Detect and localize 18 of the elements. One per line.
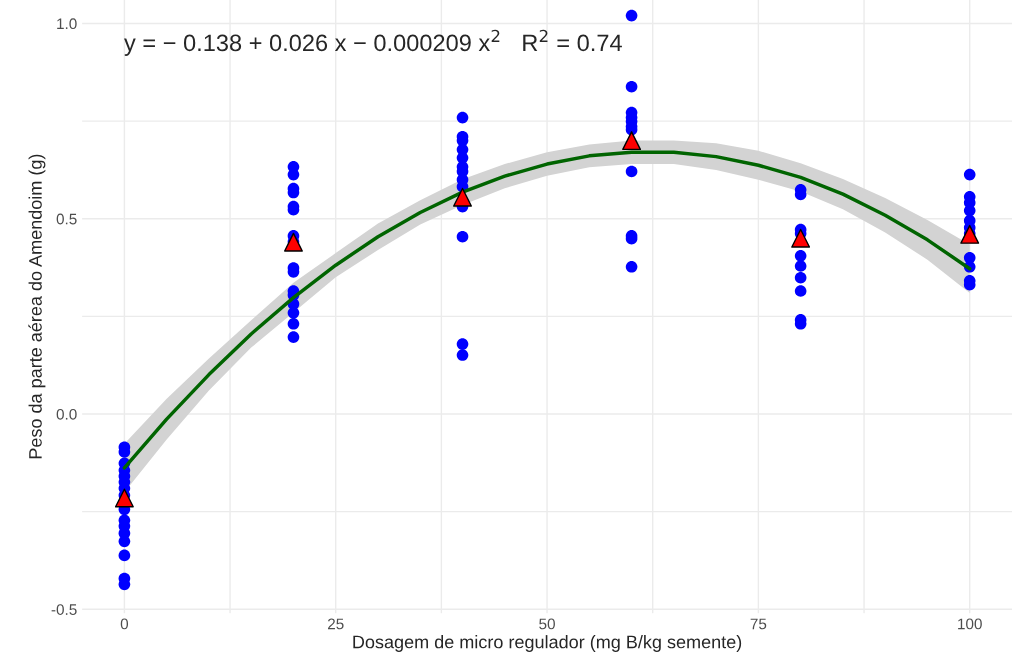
point	[960, 224, 980, 244]
y-tick-label: -0.5	[51, 604, 77, 615]
y-axis-title: Peso da parte aérea do Amendoim (g)	[28, 154, 46, 459]
point	[453, 187, 473, 207]
x-tick-label: 0	[120, 618, 129, 630]
y-tick-label: 0.0	[56, 408, 77, 420]
text: y = − 0.138 + 0.026 x − 0.000209 x$^{2}$ R$^{2}$ = 0.74	[124, 29, 622, 56]
y-tick-label: 0.5	[56, 213, 77, 225]
x-tick-label: 25	[328, 618, 344, 630]
x-tick-label: 50	[539, 618, 555, 630]
y-tick-label: 1.0	[57, 18, 77, 30]
x-tick-label: 75	[750, 618, 767, 630]
point	[622, 131, 642, 151]
point	[791, 228, 811, 248]
point	[283, 232, 303, 252]
x-tick-label: 100	[958, 618, 982, 630]
point	[114, 488, 134, 508]
x-axis-title: Dosagem de micro regulador (mg B/kg semente)	[353, 635, 742, 652]
